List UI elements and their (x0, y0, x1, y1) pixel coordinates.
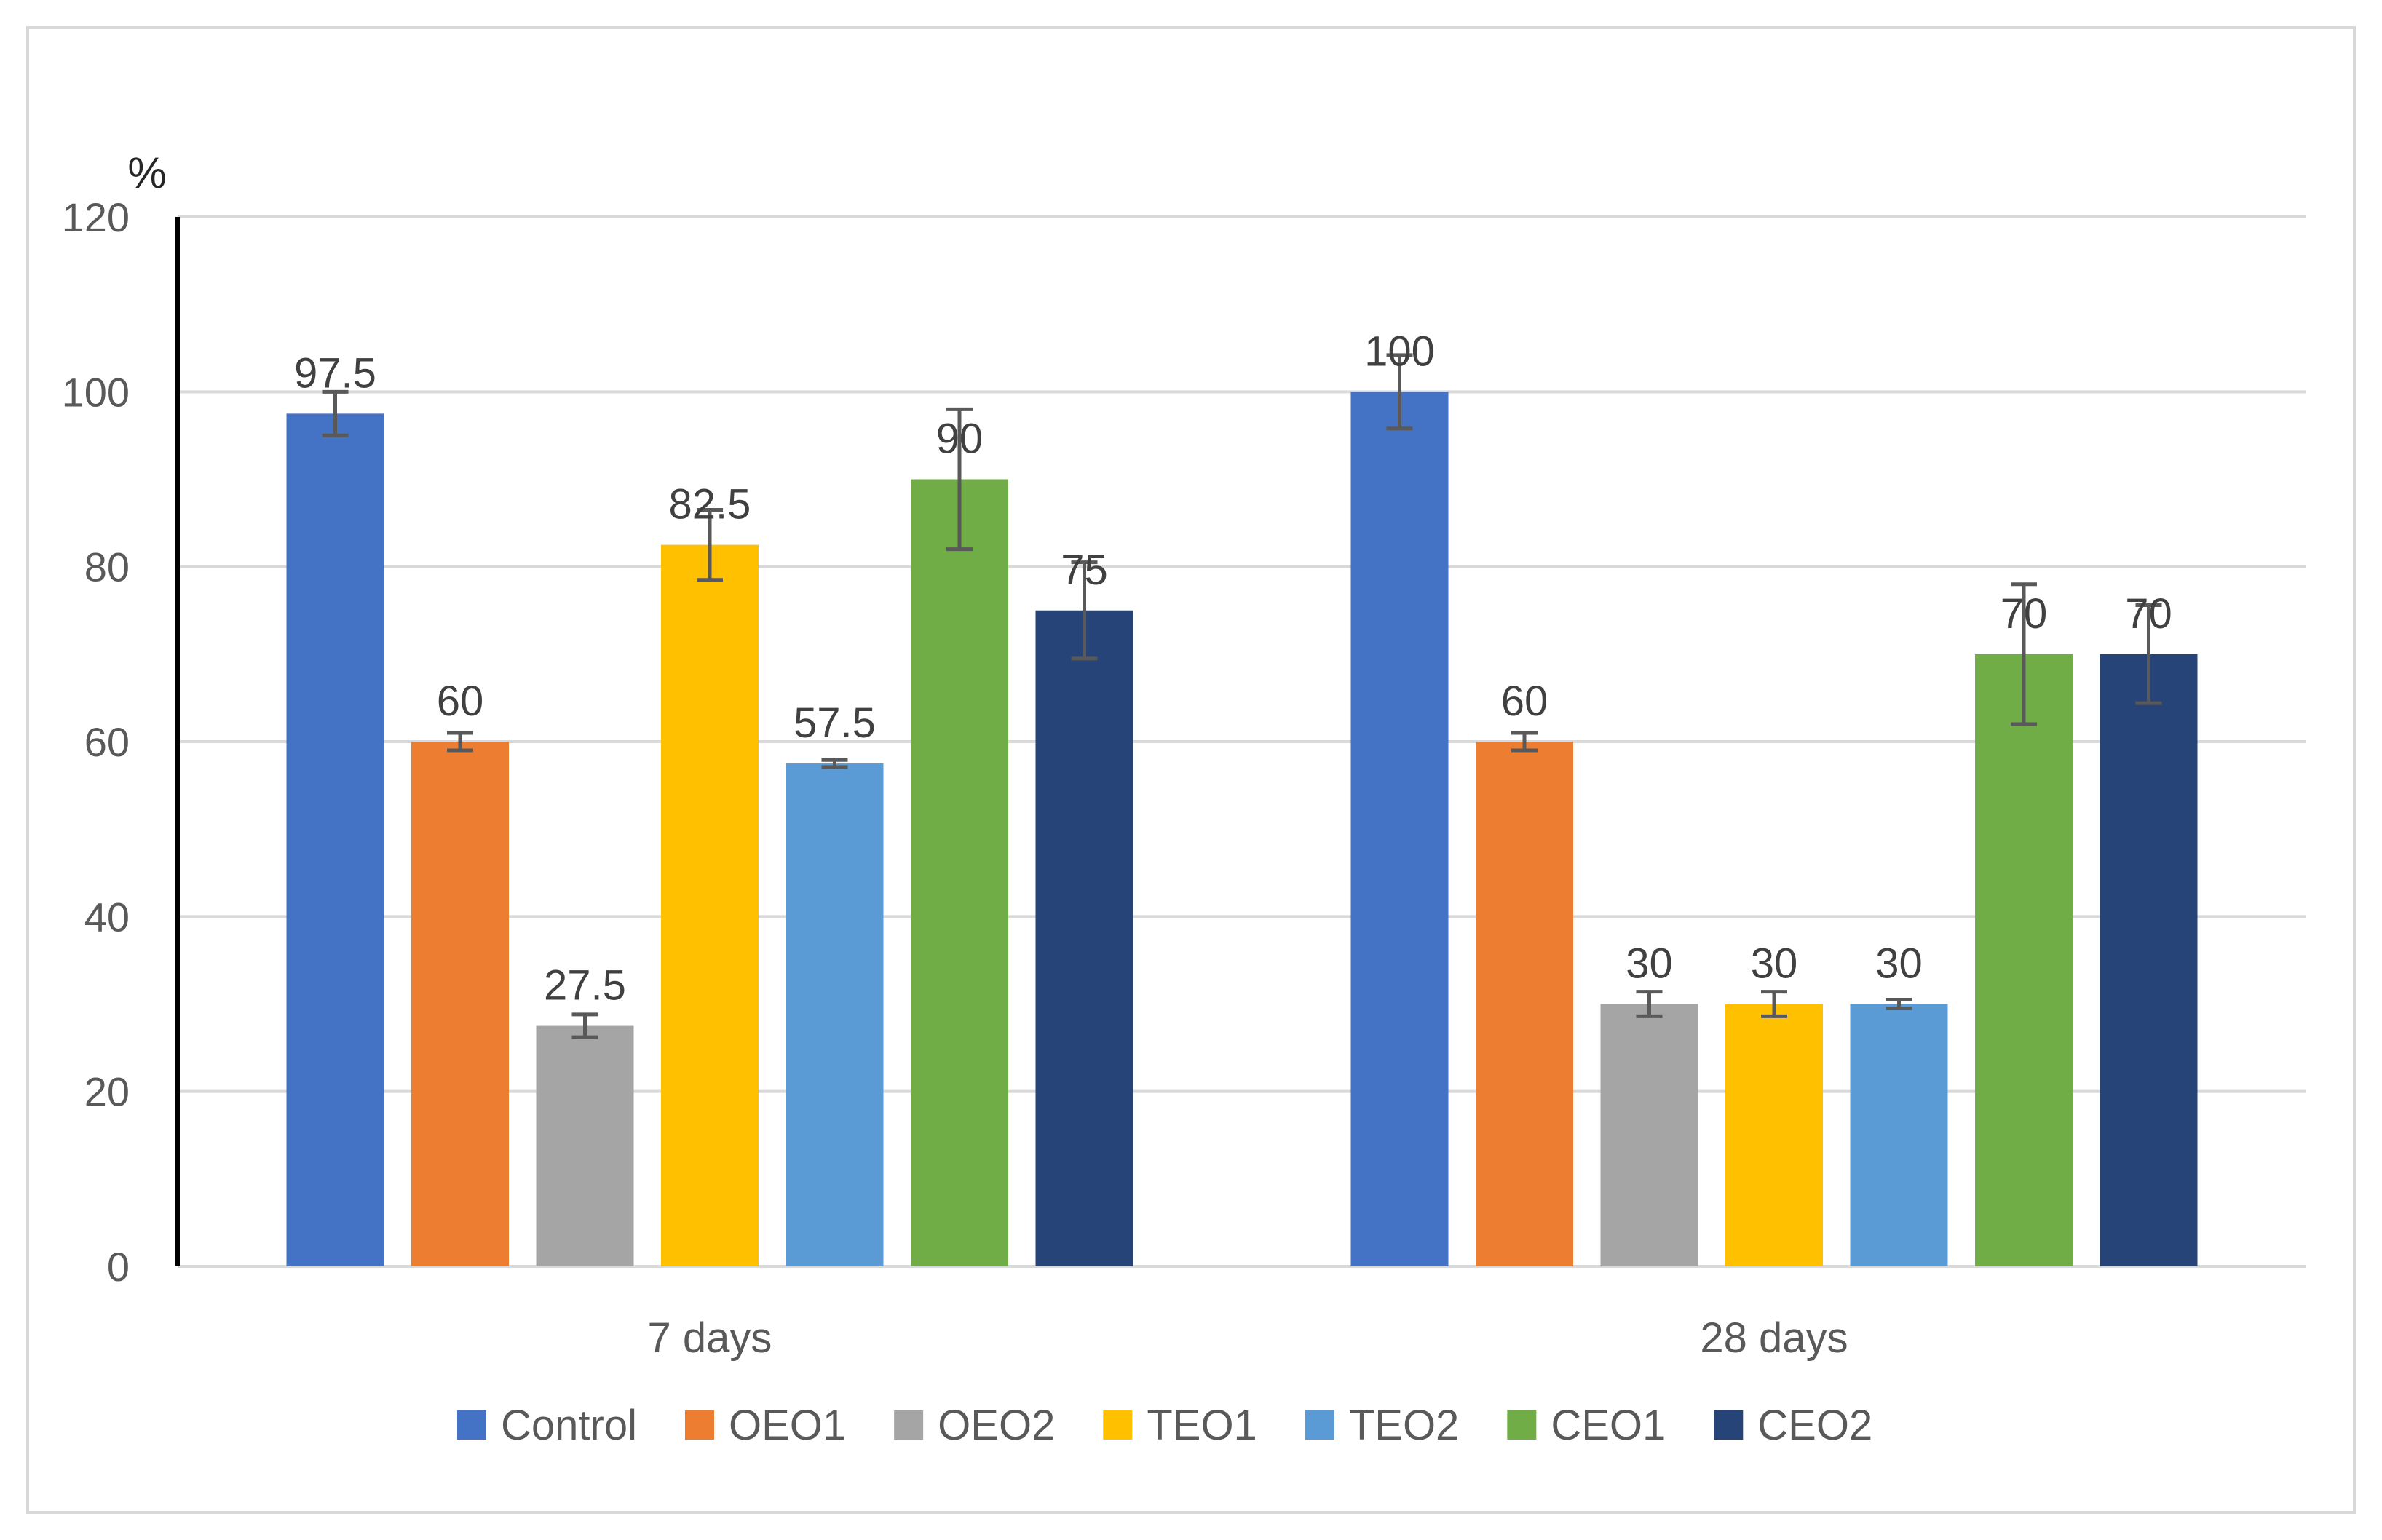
error-bars (322, 353, 2162, 1039)
x-tick-label: 28 days (1700, 1314, 1848, 1362)
error-bar (697, 508, 723, 582)
bar-teo1-1 (661, 544, 759, 1266)
legend-label: CEO2 (1757, 1402, 1872, 1449)
legend-item-ceo1: CEO1 (1507, 1402, 1666, 1449)
y-tick-label: 20 (84, 1069, 130, 1115)
legend-swatch (1103, 1410, 1133, 1440)
x-tick-labels: 7 days 28 days (648, 1314, 1848, 1362)
bar-teo2-1 (786, 763, 884, 1266)
bar-oeo2-1 (536, 1025, 634, 1266)
y-tick-label: 120 (62, 194, 130, 240)
legend-swatch (684, 1410, 714, 1440)
y-tick-label: 40 (84, 894, 130, 940)
data-label: 60 (437, 678, 484, 725)
legend-label: OEO2 (938, 1402, 1055, 1449)
error-bar (1071, 560, 1098, 661)
bar-oeo2-2 (1600, 1004, 1698, 1266)
legend-label: CEO1 (1551, 1402, 1666, 1449)
error-bar (821, 758, 848, 769)
y-tick-label: 0 (107, 1244, 130, 1290)
data-label: 97.5 (294, 349, 376, 397)
legend-item-oeo1: OEO1 (684, 1402, 846, 1449)
legend-swatch (1714, 1410, 1744, 1440)
y-tick-label: 100 (62, 369, 130, 415)
data-label: 100 (1364, 328, 1435, 375)
error-bar (2011, 582, 2037, 726)
error-bar (946, 407, 973, 552)
legend-item-control: Control (457, 1402, 637, 1449)
legend-item-oeo2: OEO2 (894, 1402, 1055, 1449)
data-label: 82.5 (669, 481, 751, 528)
legend-item-teo1: TEO1 (1103, 1402, 1257, 1449)
error-bar (1636, 990, 1663, 1018)
data-label: 75 (1061, 547, 1108, 594)
legend-label: TEO2 (1349, 1402, 1460, 1449)
bars (286, 392, 2198, 1267)
legend-item-teo2: TEO2 (1305, 1402, 1460, 1449)
bar-ceo1-2 (1975, 654, 2073, 1266)
bar-oeo1-2 (1476, 742, 1573, 1266)
legend-swatch (894, 1410, 924, 1440)
data-label: 70 (2125, 590, 2172, 638)
y-tick-label: 60 (84, 719, 130, 765)
legend-item-ceo2: CEO2 (1714, 1402, 1872, 1449)
legend-swatch (457, 1410, 486, 1440)
data-label: 57.5 (794, 699, 876, 747)
error-bar (2135, 603, 2162, 705)
error-bar (571, 1012, 598, 1039)
legend-swatch (1305, 1410, 1334, 1440)
error-bar (447, 731, 473, 753)
bar-control-1 (286, 413, 384, 1266)
bar-ceo2-1 (1035, 610, 1133, 1266)
gridlines: 0 20 40 60 80 100 120 (62, 194, 2306, 1290)
data-label: 60 (1501, 678, 1548, 725)
y-tick-label: 80 (84, 544, 130, 590)
data-labels: 97.5 60 27.5 82.5 57.5 90 75 100 60 30 30 30 70 70 (294, 328, 2172, 1009)
data-label: 27.5 (544, 962, 626, 1009)
legend-swatch (1507, 1410, 1537, 1440)
bar-oeo1-1 (411, 742, 509, 1266)
data-label: 30 (1751, 940, 1798, 988)
data-label: 30 (1875, 940, 1923, 988)
legend-label: TEO1 (1147, 1402, 1257, 1449)
error-bar (322, 389, 349, 437)
data-label: 90 (936, 416, 984, 463)
bar-control-2 (1350, 392, 1449, 1267)
bar-ceo1-1 (911, 479, 1008, 1266)
bar-ceo2-2 (2100, 654, 2198, 1266)
error-bar (1386, 353, 1413, 431)
error-bar (1761, 990, 1787, 1018)
data-label: 30 (1626, 940, 1673, 988)
legend-label: Control (501, 1402, 637, 1449)
error-bar (1511, 731, 1538, 753)
bar-teo2-2 (1850, 1004, 1948, 1266)
data-label: 70 (2001, 590, 2048, 638)
bar-teo1-2 (1725, 1004, 1823, 1266)
y-axis-label: % (127, 148, 166, 197)
legend: Control OEO1 OEO2 TEO1 TEO2 CEO1 CEO2 (457, 1402, 1872, 1449)
error-bar (1886, 997, 1912, 1011)
legend-label: OEO1 (729, 1402, 846, 1449)
x-tick-label: 7 days (648, 1314, 772, 1362)
axes: % (127, 148, 180, 1266)
